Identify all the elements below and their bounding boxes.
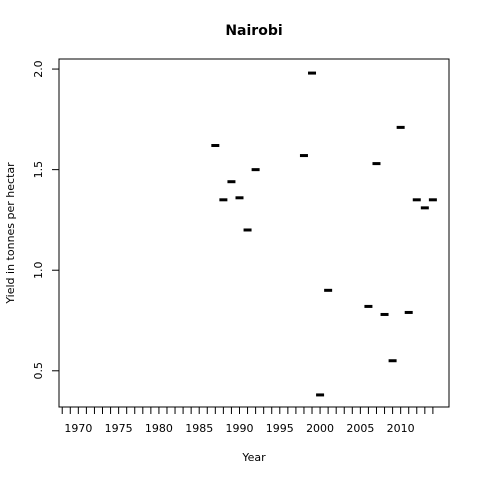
y-axis-label: Yield in tonnes per hectar (4, 162, 17, 305)
x-tick-label: 1990 (225, 422, 253, 435)
y-tick-label: 1.5 (32, 161, 45, 179)
chart-title: Nairobi (225, 23, 282, 39)
x-tick-label: 2010 (387, 422, 415, 435)
data-points (211, 71, 437, 397)
x-tick-label: 1985 (185, 422, 213, 435)
x-tick-label: 1980 (145, 422, 173, 435)
x-tick-label: 2000 (306, 422, 334, 435)
x-tick-label: 1975 (105, 422, 133, 435)
y-tick-label: 1.0 (32, 261, 45, 279)
y-tick-label: 2.0 (32, 60, 45, 78)
x-tick-label: 1970 (64, 422, 92, 435)
x-axis-label: Year (241, 451, 266, 464)
x-axis: 1970 1975 1980 1985 1990 1995 2000 2005 2010 (61, 407, 434, 435)
x-tick-label: 2005 (346, 422, 374, 435)
y-axis: 0.5 1.0 1.5 2.0 (32, 60, 59, 380)
x-tick-label: 1995 (266, 422, 294, 435)
y-tick-label: 0.5 (32, 362, 45, 380)
plot-frame (58, 58, 450, 408)
